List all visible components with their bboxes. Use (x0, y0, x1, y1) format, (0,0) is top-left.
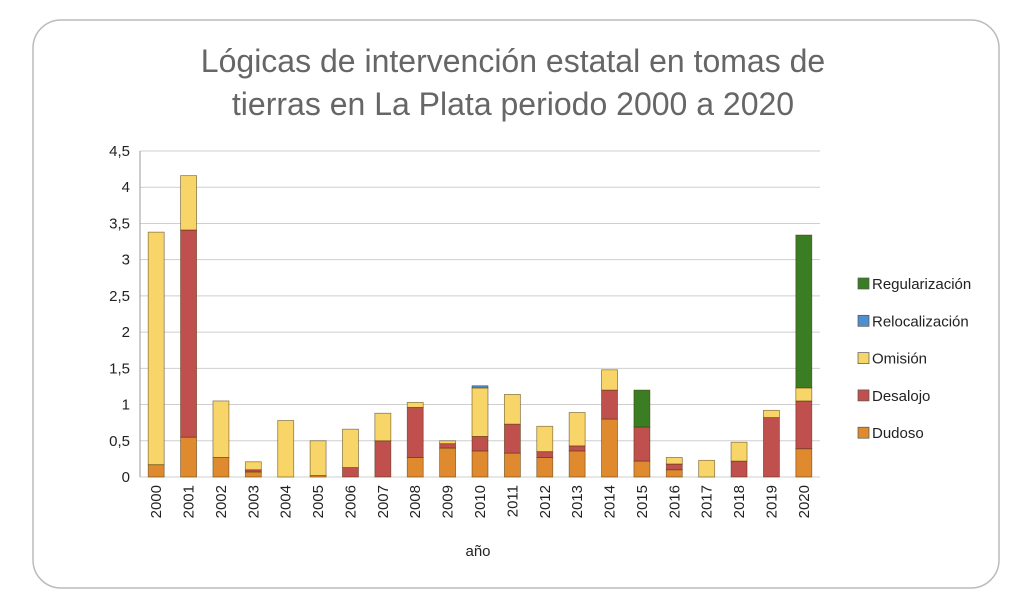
y-tick-label: 4,5 (109, 143, 130, 160)
bar-segment (795, 234, 813, 389)
y-tick-label: 1 (122, 397, 130, 414)
x-tick-label: 2015 (634, 485, 651, 518)
bar-segment (374, 440, 392, 478)
bar-segment (342, 467, 359, 478)
bar-segment (244, 461, 262, 471)
bar-segment (503, 423, 521, 454)
bar-segment (601, 418, 618, 478)
bar-segment (536, 425, 554, 453)
bar-segment (730, 441, 748, 462)
y-tick-label: 3,5 (109, 215, 130, 232)
bar-segment (439, 440, 457, 445)
x-tick-label: 2016 (666, 485, 683, 518)
bar-segment (180, 175, 197, 231)
legend-swatch (857, 426, 870, 439)
legend-swatch (857, 314, 870, 327)
bar-segment (277, 420, 295, 478)
x-tick-label: 2017 (699, 485, 716, 518)
bar-segment (342, 428, 359, 468)
bar-segment (730, 460, 748, 478)
y-tick-label: 2 (122, 324, 130, 341)
x-tick-label: 2000 (148, 485, 165, 518)
bar-segment (601, 389, 618, 420)
x-tick-label: 2003 (245, 485, 262, 518)
y-tick-label: 0,5 (109, 433, 130, 450)
bar-segment (568, 445, 586, 452)
legend-label: Regularización (872, 276, 971, 293)
bar-segment (439, 443, 457, 449)
x-tick-label: 2013 (569, 485, 586, 518)
y-tick-label: 1,5 (109, 360, 130, 377)
x-tick-label: 2008 (407, 485, 424, 518)
legend-label: Omisión (872, 351, 927, 368)
bar-segment (665, 463, 683, 471)
x-tick-label: 2020 (796, 485, 813, 518)
x-tick-label: 2011 (504, 485, 521, 517)
bar-segment (601, 369, 618, 391)
x-tick-label: 2004 (278, 485, 295, 518)
legend-swatch (857, 389, 870, 402)
bar-segment (665, 469, 683, 478)
bar-segment (471, 450, 489, 478)
bar-segment (147, 231, 165, 466)
bar-segment (763, 409, 780, 418)
bar-segment (212, 457, 230, 478)
bar-segment (568, 450, 586, 478)
y-tick-label: 3 (122, 252, 130, 269)
x-tick-label: 2012 (537, 485, 554, 518)
x-tick-label: 2009 (440, 485, 457, 518)
x-axis-label: año (465, 543, 490, 560)
bar-segment (406, 401, 424, 408)
chart-title: tierras en La Plata periodo 2000 a 2020 (232, 86, 794, 122)
x-tick-label: 2010 (472, 485, 489, 518)
bar-segment (633, 460, 651, 478)
legend-swatch (857, 277, 870, 290)
x-tick-label: 2018 (731, 485, 748, 518)
bar-segment (406, 457, 424, 478)
chart-title: Lógicas de intervención estatal en tomas… (201, 43, 825, 79)
bar-segment (180, 229, 197, 438)
chart-frame (32, 19, 1000, 589)
x-tick-label: 2007 (375, 485, 392, 518)
bar-segment (568, 412, 586, 447)
bar-segment (633, 426, 651, 462)
legend-label: Desalojo (872, 388, 930, 405)
bar-segment (374, 412, 392, 442)
legend-swatch (857, 352, 870, 364)
x-tick-label: 2006 (342, 485, 359, 518)
bar-segment (471, 436, 489, 452)
legend-label: Dudoso (872, 425, 924, 442)
x-tick-label: 2001 (181, 485, 198, 518)
bar-segment (536, 457, 554, 478)
bar-segment (503, 394, 521, 425)
bar-segment (633, 389, 651, 428)
bar-segment (439, 447, 457, 478)
bar-segment (471, 385, 489, 389)
bar-segment (503, 452, 521, 478)
y-tick-label: 0 (122, 469, 130, 486)
bar-segment (795, 400, 813, 450)
x-tick-label: 2019 (763, 485, 780, 518)
bar-segment (406, 407, 424, 458)
bar-segment (244, 471, 262, 478)
x-tick-label: 2014 (602, 485, 619, 518)
bar-segment (536, 451, 554, 458)
legend-label: Relocalización (872, 313, 969, 330)
x-tick-label: 2005 (310, 485, 327, 518)
bar-segment (309, 440, 327, 476)
x-tick-label: 2002 (213, 485, 230, 518)
bar-segment (795, 448, 813, 478)
bar-segment (147, 464, 165, 478)
bar-segment (212, 400, 230, 458)
bar-segment (665, 457, 683, 465)
y-tick-label: 2,5 (109, 288, 130, 305)
bar-segment (698, 459, 716, 478)
y-tick-label: 4 (122, 179, 130, 196)
bar-segment (471, 387, 489, 437)
bar-segment (763, 417, 780, 478)
bar-segment (795, 387, 813, 402)
bar-segment (180, 436, 197, 478)
